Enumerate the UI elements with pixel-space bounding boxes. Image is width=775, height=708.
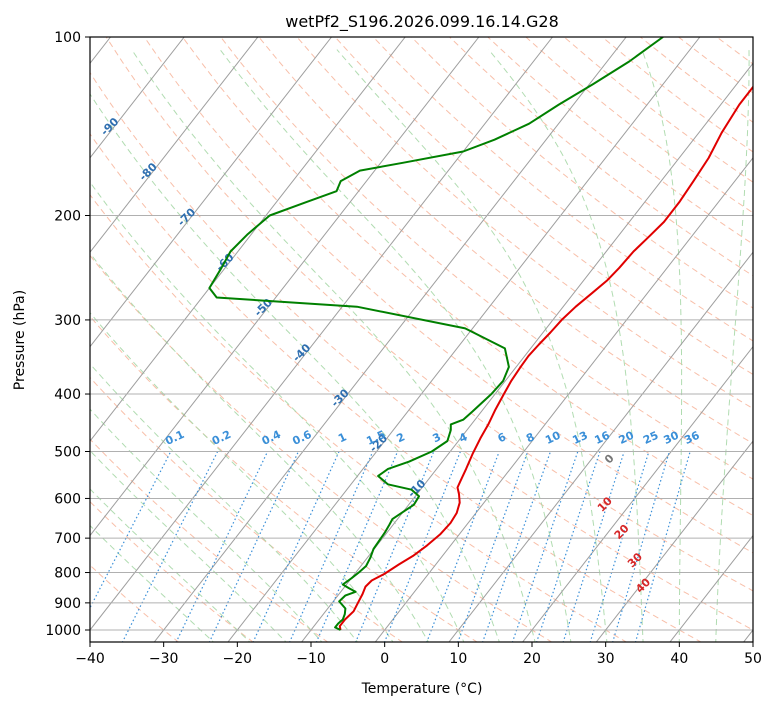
y-tick-label: 500	[54, 444, 81, 460]
x-tick-label: 30	[597, 651, 615, 667]
y-tick-label: 400	[54, 387, 81, 403]
mixing-ratio-label: 30	[662, 429, 682, 447]
dry-adiabat	[90, 438, 329, 642]
dry-adiabat	[105, 37, 753, 592]
mixing-ratio-line	[289, 451, 374, 642]
isotherm	[90, 37, 553, 631]
mixing-ratio-lines	[90, 451, 691, 642]
isotherm	[90, 37, 406, 442]
x-tick-label: −20	[223, 651, 253, 667]
x-tick-label: 20	[523, 651, 541, 667]
mixing-ratio-line	[252, 451, 340, 642]
mixing-ratio-line	[315, 451, 399, 642]
y-tick-label: 1000	[45, 623, 81, 639]
y-tick-label: 100	[54, 30, 81, 46]
isotherm	[90, 37, 185, 159]
isotherm	[90, 37, 480, 537]
x-tick-label: 40	[670, 651, 688, 667]
dry-adiabat	[90, 315, 478, 642]
y-tick-label: 700	[54, 531, 81, 547]
isotherm	[153, 37, 627, 642]
mixing-ratio-label: 36	[682, 429, 702, 447]
dry-adiabat	[90, 133, 702, 642]
mixing-ratio-label: 16	[593, 429, 613, 447]
isotherm	[227, 37, 701, 642]
x-tick-label: 10	[449, 651, 467, 667]
y-tick-label: 600	[54, 491, 81, 507]
dry-adiabat	[90, 254, 553, 642]
mixing-ratio-line	[511, 451, 579, 642]
moist-adiabat	[90, 449, 287, 642]
profile-series	[208, 37, 753, 631]
isotherm	[374, 156, 753, 642]
x-tick-label: 0	[380, 651, 389, 667]
mixing-ratio-label: 10	[543, 429, 563, 447]
plot-area: -100-90-80-70-60-50-40-30-20-10 0.10.20.…	[90, 37, 753, 642]
dry-adiabat	[182, 37, 753, 517]
y-tick-label: 200	[54, 209, 81, 225]
dry-adiabat	[90, 193, 628, 642]
mixing-ratio-line	[589, 451, 650, 642]
y-tick-label: 800	[54, 566, 81, 582]
x-axis-label: Temperature (°C)	[361, 681, 483, 697]
mixing-ratio-line	[208, 451, 299, 642]
y-tick-label: 300	[54, 313, 81, 329]
isotherm	[522, 345, 753, 642]
isotherm	[90, 37, 259, 254]
isotherm	[669, 534, 753, 642]
x-axis-ticks: −40 −30 −20 −10 0 10 20 30 40 50	[75, 642, 762, 667]
mixing-ratio-line	[482, 451, 552, 642]
y-axis-ticks: 1000 900 800 700 600 500 400 300 200 100	[45, 30, 90, 639]
isotherms	[90, 37, 753, 642]
mixing-ratio-line	[612, 451, 670, 642]
dry-adiabat	[372, 37, 753, 342]
isotherm	[301, 62, 753, 642]
chart-title: wetPf2_S196.2026.099.16.14.G28	[285, 12, 559, 32]
mixing-ratio-line	[634, 451, 691, 642]
dry-adiabat	[90, 71, 753, 631]
dewpoint-line	[208, 37, 664, 631]
mixing-ratio-line	[536, 451, 601, 642]
y-tick-label: 900	[54, 596, 81, 612]
isotherm	[595, 440, 753, 642]
isotherm	[448, 251, 753, 642]
dry-adiabat	[220, 37, 753, 480]
isotherm	[90, 37, 332, 348]
y-axis-label: Pressure (hPa)	[12, 290, 28, 390]
x-tick-label: −30	[149, 651, 179, 667]
plot-frame	[89, 36, 754, 643]
dry-adiabat	[90, 564, 180, 642]
mixing-ratio-label: 20	[617, 429, 637, 447]
mixing-ratio-line	[562, 451, 625, 642]
dry-adiabat	[258, 37, 753, 445]
mixing-ratio-line	[175, 451, 269, 642]
moist-adiabat	[90, 252, 429, 642]
mixing-ratio-label: 13	[570, 429, 589, 447]
moist-adiabat	[90, 181, 465, 642]
mixing-ratio-line	[355, 451, 435, 642]
x-tick-label: −10	[296, 651, 326, 667]
x-tick-label: 50	[744, 651, 762, 667]
mixing-ratio-label: 25	[641, 429, 660, 447]
x-tick-label: −40	[75, 651, 105, 667]
temperature-line	[338, 85, 753, 631]
dry-adiabat	[411, 37, 753, 309]
pressure-gridlines	[90, 37, 753, 631]
